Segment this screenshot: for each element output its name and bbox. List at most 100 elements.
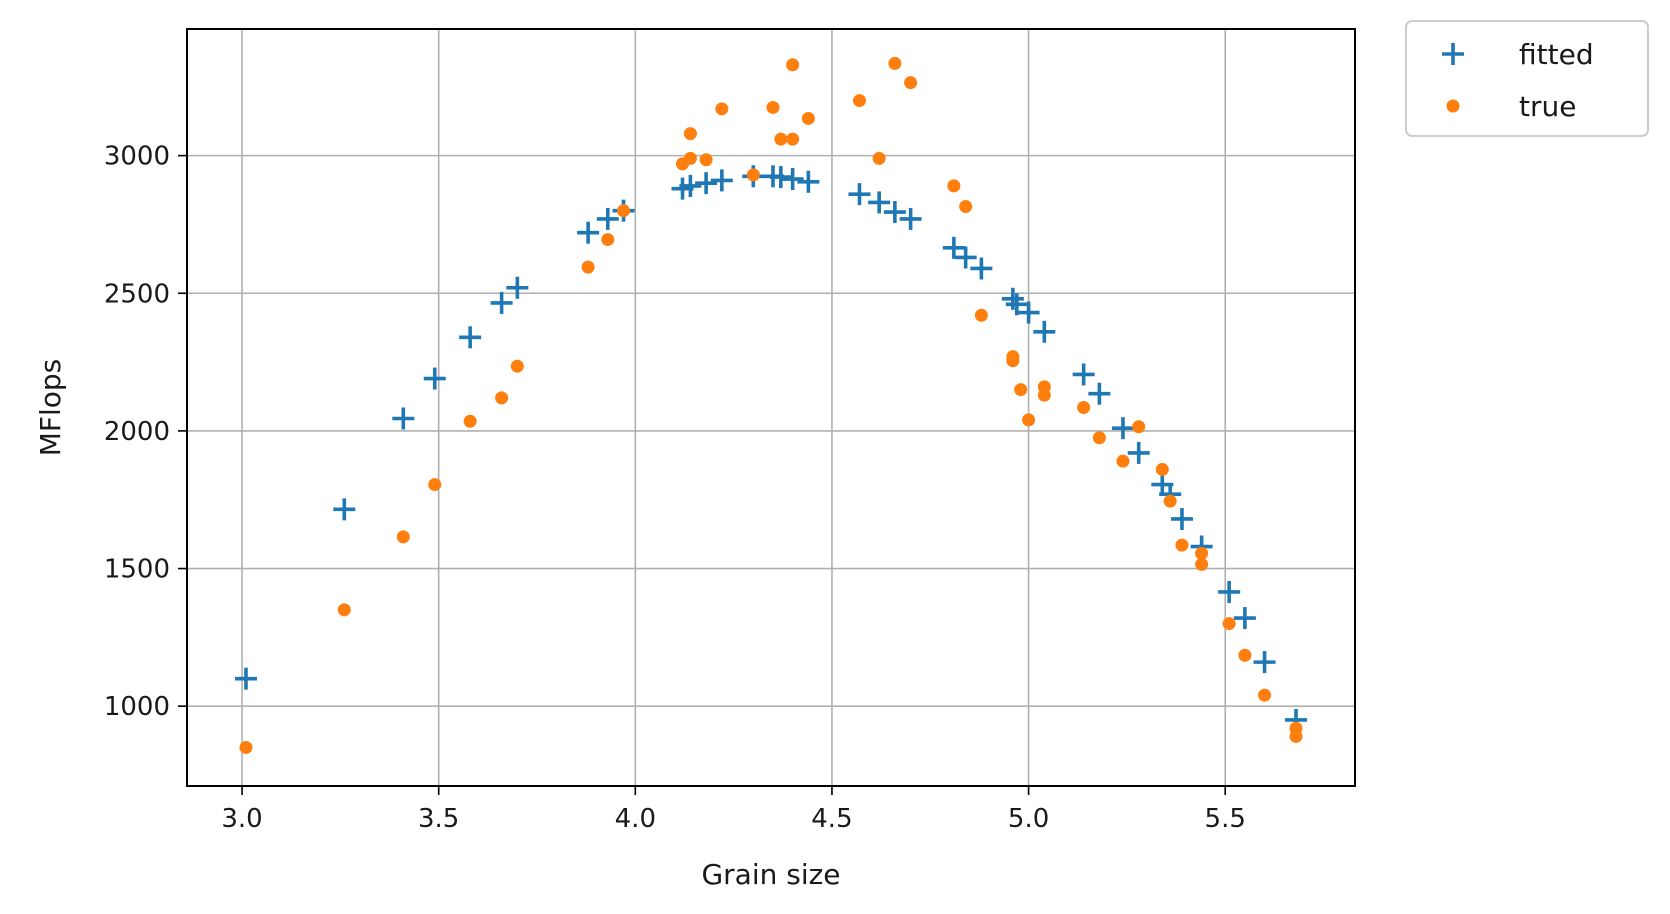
true-point — [774, 132, 788, 146]
grid — [187, 29, 1355, 786]
true-point — [947, 179, 961, 193]
x-axis-label: Grain size — [701, 858, 840, 891]
true-point — [1014, 383, 1028, 397]
fitted-point — [1001, 287, 1024, 310]
true-point — [746, 168, 760, 182]
fitted-point — [1127, 441, 1150, 464]
true-point — [1195, 557, 1209, 571]
true-point — [1037, 388, 1051, 402]
fitted-point — [954, 246, 977, 269]
true-point — [1175, 538, 1189, 552]
fitted-point — [1233, 607, 1256, 630]
fitted-point — [577, 221, 600, 244]
axis-ticks: 3.0 3.5 4.0 4.5 5.0 5.5 1000 1500 2000 2500 3000 — [104, 142, 1246, 834]
true-point — [904, 76, 918, 90]
legend-box — [1405, 20, 1649, 137]
x-tick-label: 3.5 — [418, 804, 459, 834]
fitted-point — [899, 207, 922, 230]
true-point — [601, 233, 615, 247]
fitted-point — [459, 326, 482, 349]
true-point — [463, 414, 477, 428]
true-point — [495, 391, 509, 405]
fitted-point — [596, 207, 619, 230]
true-point — [801, 111, 815, 125]
legend-label-true: true — [1519, 90, 1576, 123]
true-point — [1077, 401, 1091, 414]
true-point — [872, 151, 886, 165]
fitted-point — [1072, 363, 1095, 386]
fitted-point — [710, 169, 733, 192]
true-point — [1022, 413, 1036, 427]
y-tick-label: 3000 — [104, 142, 170, 172]
true-point — [683, 151, 697, 165]
true-point — [1155, 462, 1169, 476]
true-point — [699, 153, 713, 167]
true-point — [396, 530, 410, 544]
fitted-point-legend — [1442, 43, 1464, 65]
y-axis-label: MFlops — [34, 359, 67, 457]
fitted-point — [695, 172, 718, 195]
true-point — [1222, 617, 1236, 631]
true-series — [239, 56, 1303, 754]
true-point — [766, 100, 780, 114]
true-point — [1163, 494, 1177, 508]
fitted-point — [848, 183, 871, 206]
fitted-point — [1218, 580, 1241, 603]
fitted-point — [1017, 301, 1040, 324]
y-tick-label: 2000 — [104, 417, 170, 447]
fitted-point — [1033, 320, 1056, 343]
fitted-point — [942, 236, 965, 259]
fitted-point — [1253, 651, 1276, 674]
fitted-point — [970, 257, 993, 280]
true-point — [888, 56, 902, 70]
true-point — [1238, 648, 1252, 662]
data-marks — [234, 56, 1308, 754]
true-point — [974, 308, 988, 322]
y-tick-label: 1000 — [104, 692, 170, 722]
y-tick-label: 2500 — [104, 279, 170, 309]
x-tick-label: 5.0 — [1008, 804, 1049, 834]
true-point — [683, 127, 697, 141]
x-tick-label: 3.0 — [221, 804, 262, 834]
fitted-point — [423, 367, 446, 390]
fitted-point — [1111, 417, 1134, 440]
true-point-legend — [1446, 99, 1460, 113]
x-tick-label: 4.5 — [811, 804, 852, 834]
fitted-point — [679, 174, 702, 197]
true-point — [1132, 420, 1146, 434]
true-point — [786, 132, 800, 146]
true-point — [1195, 546, 1209, 560]
x-tick-label: 4.0 — [615, 804, 656, 834]
fitted-point — [1170, 507, 1193, 530]
x-tick-label: 5.5 — [1205, 804, 1246, 834]
fitted-point — [490, 291, 513, 314]
true-point — [239, 740, 253, 754]
fitted-point — [234, 667, 257, 690]
legend: fitted true — [1405, 20, 1649, 137]
plot-area-frame — [186, 28, 1356, 787]
true-point — [1116, 454, 1130, 468]
fitted-point — [883, 201, 906, 224]
true-point — [510, 359, 524, 373]
true-point — [786, 58, 800, 72]
true-point — [1289, 729, 1303, 743]
fitted-point — [392, 407, 415, 430]
true-point — [715, 102, 729, 116]
true-point — [959, 200, 973, 214]
fitted-point — [797, 170, 820, 193]
fitted-point — [781, 168, 804, 191]
legend-label-fitted: fitted — [1519, 38, 1594, 71]
fitted-point — [1005, 293, 1028, 316]
true-point — [852, 94, 866, 108]
fitted-point — [1088, 382, 1111, 405]
true-point — [337, 603, 351, 617]
fitted-point — [506, 276, 529, 299]
fitted-series — [234, 165, 1308, 731]
fitted-point — [333, 498, 356, 521]
true-point — [1006, 350, 1020, 364]
y-tick-label: 1500 — [104, 555, 170, 585]
true-point — [1258, 688, 1272, 702]
true-point — [617, 204, 631, 218]
fitted-point — [769, 166, 792, 189]
